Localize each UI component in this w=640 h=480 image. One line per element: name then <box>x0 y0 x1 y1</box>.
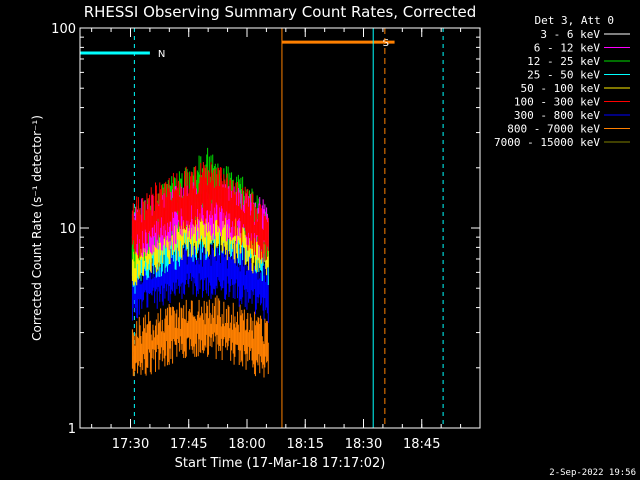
y-tick-label: 100 <box>51 22 76 37</box>
legend-label: 12 - 25 keV <box>527 55 600 68</box>
legend-label: 100 - 300 keV <box>514 96 600 109</box>
x-tick-label: 18:30 <box>345 437 382 452</box>
state-label-0: N <box>158 49 165 60</box>
plot-data-layer: NS <box>79 28 444 428</box>
footer-timestamp: 2-Sep-2022 19:56 <box>549 468 636 478</box>
y-tick-label: 10 <box>59 222 76 237</box>
legend-label: 6 - 12 keV <box>534 42 601 55</box>
state-label-1: S <box>383 38 389 49</box>
legend-label: 3 - 6 keV <box>540 28 600 41</box>
legend-label: 25 - 50 keV <box>527 69 600 82</box>
x-tick-label: 18:45 <box>403 437 440 452</box>
x-axis-label: Start Time (17-Mar-18 17:17:02) <box>175 456 386 471</box>
chart-title: RHESSI Observing Summary Count Rates, Co… <box>84 3 477 21</box>
legend-label: 7000 - 15000 keV <box>494 136 600 149</box>
x-tick-label: 18:15 <box>287 437 324 452</box>
x-tick-label: 17:30 <box>112 437 149 452</box>
legend-label: 300 - 800 keV <box>514 109 600 122</box>
legend-label: 50 - 100 keV <box>521 82 601 95</box>
x-tick-label: 18:00 <box>228 437 265 452</box>
y-tick-label: 1 <box>68 422 76 437</box>
axes-layer: 1 10 100 17:30 17:45 18:00 18:15 18:30 18:45 <box>51 22 480 452</box>
y-axis-label: Corrected Count Rate (s⁻¹ detector⁻¹) <box>30 115 44 341</box>
series-5 <box>131 162 269 263</box>
legend-title: Det 3, Att 0 <box>535 14 614 27</box>
series-7 <box>131 295 269 378</box>
legend-label: 800 - 7000 keV <box>507 123 600 136</box>
x-tick-label: 17:45 <box>170 437 207 452</box>
